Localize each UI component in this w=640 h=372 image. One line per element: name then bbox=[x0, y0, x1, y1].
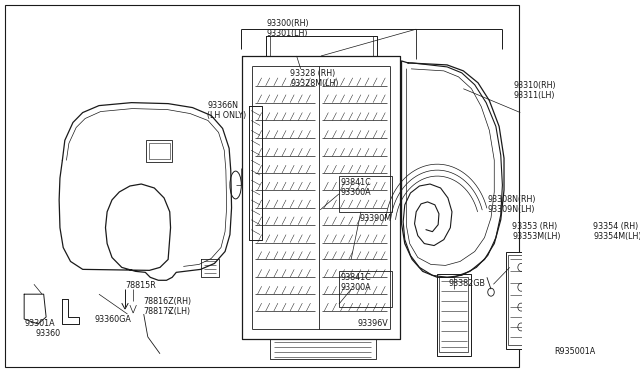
Text: R935001A: R935001A bbox=[554, 347, 596, 356]
Text: 93353 (RH): 93353 (RH) bbox=[512, 222, 557, 231]
Text: 93301(LH): 93301(LH) bbox=[266, 29, 308, 38]
Text: 93382GB: 93382GB bbox=[449, 279, 486, 288]
Bar bbox=[146, 140, 172, 162]
Bar bbox=[508, 256, 534, 345]
Text: 93300A: 93300A bbox=[340, 283, 371, 292]
Text: 93360: 93360 bbox=[36, 329, 61, 338]
Text: 78816Z(RH): 78816Z(RH) bbox=[143, 297, 191, 306]
Text: 93390M: 93390M bbox=[359, 214, 392, 223]
Text: 93301A: 93301A bbox=[24, 319, 55, 328]
Bar bbox=[557, 223, 572, 354]
Ellipse shape bbox=[230, 171, 241, 199]
Bar bbox=[339, 271, 392, 307]
Text: 93841C: 93841C bbox=[340, 178, 371, 187]
Text: 93328M(LH): 93328M(LH) bbox=[290, 79, 339, 88]
Text: 78817Z(LH): 78817Z(LH) bbox=[143, 307, 190, 316]
Text: 93310(RH): 93310(RH) bbox=[514, 81, 556, 90]
Text: 93366N: 93366N bbox=[207, 101, 238, 110]
Text: 93300A: 93300A bbox=[340, 188, 371, 197]
Bar bbox=[436, 274, 470, 356]
Text: 93841C: 93841C bbox=[340, 273, 371, 282]
Text: 93300(RH): 93300(RH) bbox=[266, 19, 309, 28]
Bar bbox=[506, 251, 536, 349]
Text: 93309N(LH): 93309N(LH) bbox=[488, 205, 535, 214]
Bar bbox=[339, 176, 392, 212]
Text: 93328 (RH): 93328 (RH) bbox=[290, 69, 335, 78]
Text: 93360GA: 93360GA bbox=[95, 315, 132, 324]
Text: (LH ONLY): (LH ONLY) bbox=[207, 110, 246, 119]
Bar bbox=[554, 220, 574, 357]
Text: 93308N(RH): 93308N(RH) bbox=[488, 195, 536, 204]
Text: 93311(LH): 93311(LH) bbox=[514, 91, 556, 100]
Bar bbox=[439, 277, 468, 352]
Text: 78815R: 78815R bbox=[125, 281, 156, 290]
Text: 93396V: 93396V bbox=[358, 319, 388, 328]
Text: 93353M(LH): 93353M(LH) bbox=[512, 232, 561, 241]
Bar bbox=[148, 143, 170, 159]
Text: 93354M(LH): 93354M(LH) bbox=[593, 232, 640, 241]
Text: 93354 (RH): 93354 (RH) bbox=[593, 222, 639, 231]
